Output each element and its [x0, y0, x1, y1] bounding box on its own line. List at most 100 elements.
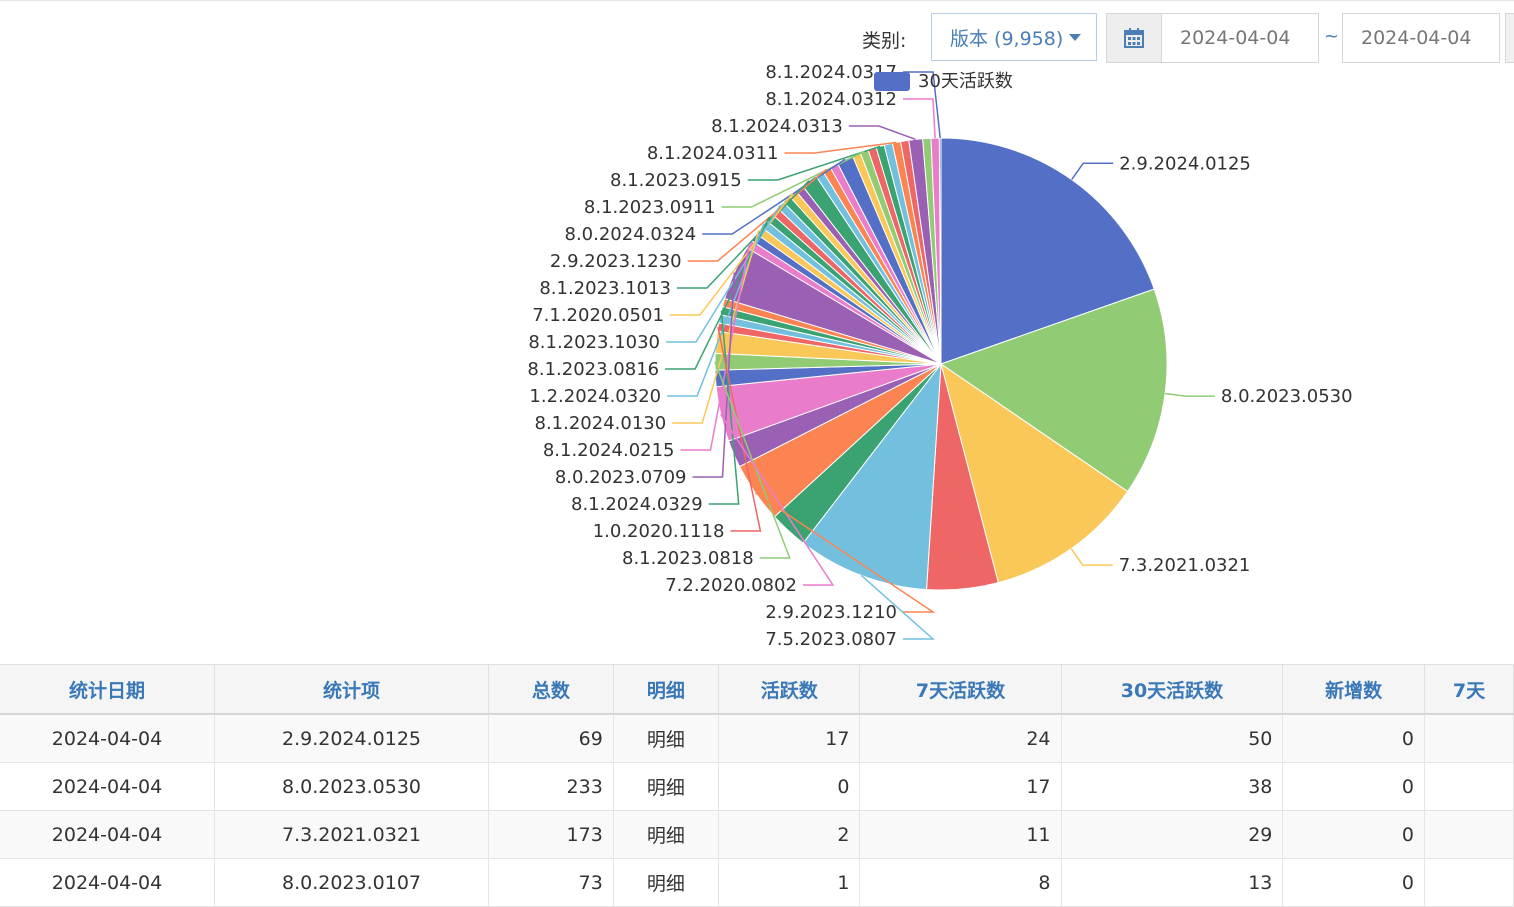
table-cell: 73: [488, 858, 614, 907]
label-leader-line: [1165, 392, 1215, 397]
table-cell: 50: [1061, 714, 1284, 763]
label-leader-line: [680, 244, 751, 451]
slice-label: 8.0.2023.0530: [1221, 386, 1353, 407]
label-leader-line: [717, 326, 762, 532]
table-cell: 0: [718, 762, 861, 811]
slice-label: 8.1.2024.0215: [543, 440, 675, 461]
table-row: 2024-04-04 8.0.2023.0530 233 明细 0 17 38 0: [0, 762, 1514, 811]
slice-label: 8.1.2024.0130: [535, 413, 667, 434]
table-cell: 17: [859, 762, 1062, 811]
table-cell: [1424, 810, 1514, 859]
column-header[interactable]: 30天活跃数: [1061, 664, 1284, 715]
label-leader-line: [708, 310, 740, 505]
column-header[interactable]: 统计日期: [0, 664, 216, 715]
legend-swatch[interactable]: [874, 72, 910, 91]
table-header-row: 统计日期 统计项 总数 明细 活跃数 7天活跃数 30天活跃数 新增数 7天: [0, 664, 1514, 715]
pie-slice[interactable]: [940, 362, 1129, 584]
label-leader-line: [702, 158, 846, 235]
table-cell: [1424, 714, 1514, 763]
version-pie-chart: 2.9.2024.0125 8.0.2023.0530 7.3.2021.0321 8…: [527, 62, 1353, 650]
table-row: 2024-04-04 8.0.2023.0107 73 明细 1 8 13 0: [0, 858, 1514, 907]
slice-label: 2.9.2024.0125: [1119, 153, 1251, 174]
date-from-input[interactable]: [1161, 13, 1319, 63]
label-leader-line: [714, 361, 791, 559]
table-cell: 2: [718, 810, 861, 859]
item-link[interactable]: 8.0.2023.0530: [214, 762, 489, 811]
label-leader-line: [848, 125, 916, 141]
slice-label: 7.1.2020.0501: [532, 305, 664, 326]
stats-table: 统计日期 统计项 总数 明细 活跃数 7天活跃数 30天活跃数 新增数 7天 2024-04-0…: [0, 664, 1514, 907]
date-to-input[interactable]: [1342, 13, 1500, 63]
table-cell: 11: [859, 810, 1062, 859]
table-cell: 17: [718, 714, 861, 763]
slice-label: 8.1.2023.1013: [539, 278, 671, 299]
table-cell: 69: [488, 714, 614, 763]
calendar-icon: [1124, 28, 1144, 48]
label-leader-line: [667, 223, 765, 397]
table-cell: 38: [1061, 762, 1284, 811]
slice-label: 7.2.2020.0802: [665, 575, 797, 596]
slice-label: 8.1.2024.0317: [765, 62, 897, 83]
label-leader-line: [903, 98, 936, 139]
label-leader-line: [747, 145, 881, 181]
table-cell: 2024-04-04: [0, 714, 216, 763]
table-cell: 2024-04-04: [0, 858, 216, 907]
column-header[interactable]: 7天活跃数: [859, 664, 1062, 715]
date-separator: ~: [1324, 26, 1340, 47]
table-cell: 0: [1282, 810, 1425, 859]
column-header[interactable]: 新增数: [1282, 664, 1425, 715]
filter-bar: 类别: 版本 (9,958) ~: [0, 0, 1514, 70]
category-select[interactable]: 版本 (9,958): [931, 13, 1097, 61]
slice-label: 8.0.2023.0709: [555, 467, 687, 488]
slice-label: 1.2.2024.0320: [529, 386, 661, 407]
item-link[interactable]: 8.0.2023.0107: [214, 858, 489, 907]
detail-link[interactable]: 明细: [613, 810, 719, 859]
slice-label: 7.5.2023.0807: [765, 629, 897, 650]
label-leader-line: [720, 413, 835, 586]
column-header[interactable]: 7天: [1424, 664, 1514, 715]
column-header[interactable]: 活跃数: [718, 664, 861, 715]
top-divider: [0, 0, 1514, 1]
label-leader-line: [1071, 162, 1114, 181]
slice-label: 8.1.2023.0915: [610, 170, 742, 191]
slice-label: 2.9.2023.1210: [765, 602, 897, 623]
slice-label: 7.3.2021.0321: [1119, 555, 1251, 576]
item-link[interactable]: 2.9.2024.0125: [214, 714, 489, 763]
table-cell: 233: [488, 762, 614, 811]
calendar-button[interactable]: [1106, 13, 1162, 63]
slice-label: 8.1.2023.0911: [584, 197, 716, 218]
category-select-value: 版本 (9,958): [950, 27, 1064, 50]
detail-link[interactable]: 明细: [613, 714, 719, 763]
table-cell: [1424, 762, 1514, 811]
slice-label: 2.9.2023.1230: [550, 251, 682, 272]
table-cell: 2024-04-04: [0, 810, 216, 859]
table-row: 2024-04-04 2.9.2024.0125 69 明细 17 24 50 0: [0, 714, 1514, 763]
table-row: 2024-04-04 7.3.2021.0321 173 明细 2 11 29 0: [0, 810, 1514, 859]
column-header[interactable]: 统计项: [214, 664, 489, 715]
detail-link[interactable]: 明细: [613, 762, 719, 811]
search-button-partial[interactable]: [1505, 13, 1514, 63]
slice-label: 1.0.2020.1118: [593, 521, 725, 542]
table-cell: 0: [1282, 714, 1425, 763]
table-cell: 173: [488, 810, 614, 859]
table-cell: 13: [1061, 858, 1284, 907]
detail-link[interactable]: 明细: [613, 858, 719, 907]
slice-label: 8.1.2024.0329: [571, 494, 703, 515]
table-cell: 0: [1282, 762, 1425, 811]
legend-label[interactable]: 30天活跃数: [918, 71, 1013, 92]
pie-slice[interactable]: [939, 288, 1168, 493]
category-label: 类别:: [862, 30, 907, 52]
slice-label: 8.1.2024.0313: [711, 116, 843, 137]
label-leader-line: [692, 272, 736, 478]
label-leader-line: [860, 574, 935, 640]
slice-label: 8.1.2024.0312: [765, 89, 897, 110]
slice-label: 8.1.2023.1030: [528, 332, 660, 353]
column-header[interactable]: 明细: [613, 664, 719, 715]
column-header[interactable]: 总数: [488, 664, 614, 715]
table-cell: 29: [1061, 810, 1284, 859]
item-link[interactable]: 7.3.2021.0321: [214, 810, 489, 859]
slice-label: 8.1.2024.0311: [647, 143, 779, 164]
table-cell: 0: [1282, 858, 1425, 907]
slice-label: 8.1.2023.0818: [622, 548, 754, 569]
table-cell: 24: [859, 714, 1062, 763]
